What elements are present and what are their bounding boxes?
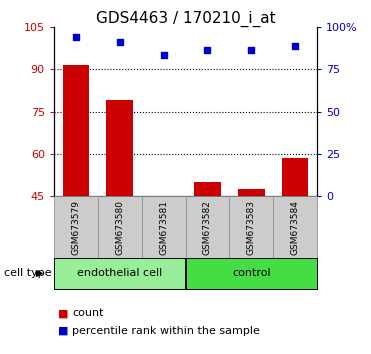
Point — [249, 47, 255, 53]
Bar — [194, 182, 221, 196]
Point — [73, 34, 79, 40]
Text: GSM673582: GSM673582 — [203, 200, 212, 255]
Text: control: control — [232, 268, 271, 279]
Text: ■: ■ — [58, 308, 68, 318]
Text: GSM673584: GSM673584 — [291, 200, 300, 255]
Text: GSM673581: GSM673581 — [159, 200, 168, 255]
Text: endothelial cell: endothelial cell — [77, 268, 162, 279]
Text: cell type: cell type — [4, 268, 51, 279]
Text: ■: ■ — [58, 326, 68, 336]
Text: GDS4463 / 170210_i_at: GDS4463 / 170210_i_at — [96, 11, 275, 27]
Bar — [282, 158, 308, 196]
Point — [116, 39, 122, 45]
Text: GSM673583: GSM673583 — [247, 200, 256, 255]
Bar — [63, 65, 89, 196]
Text: GSM673580: GSM673580 — [115, 200, 124, 255]
Point — [292, 43, 298, 49]
Point — [204, 47, 210, 53]
Point — [161, 53, 167, 58]
Text: count: count — [72, 308, 104, 318]
Bar — [238, 189, 265, 196]
Bar — [106, 100, 133, 196]
Text: GSM673579: GSM673579 — [71, 200, 80, 255]
Text: percentile rank within the sample: percentile rank within the sample — [72, 326, 260, 336]
